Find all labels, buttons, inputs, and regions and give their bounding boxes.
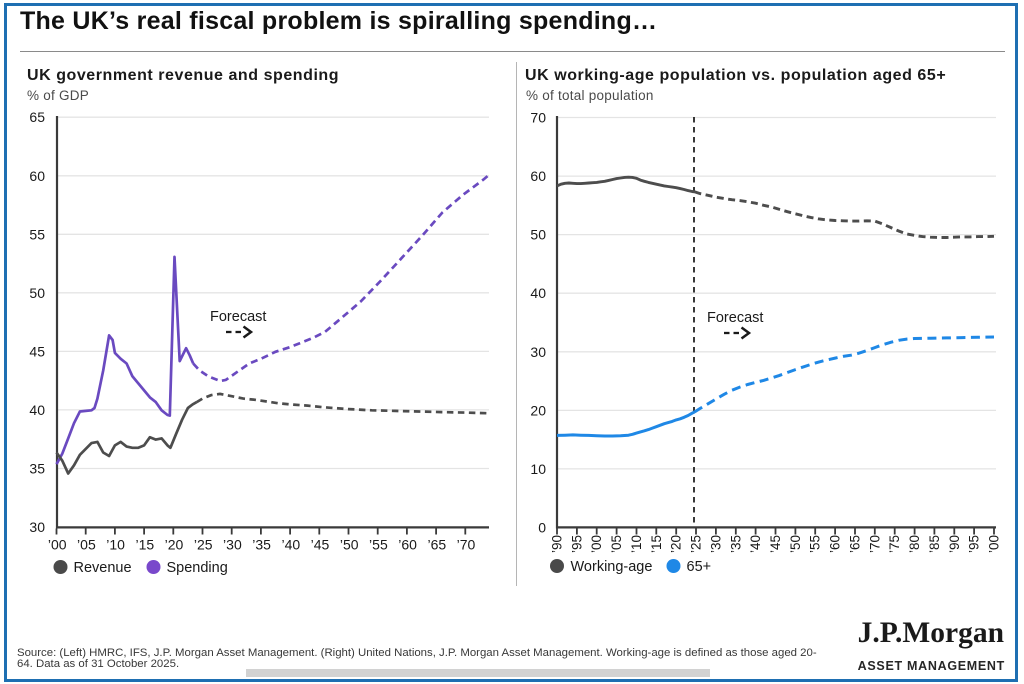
svg-text:’40: ’40: [281, 537, 300, 553]
svg-text:’95: ’95: [569, 535, 584, 553]
svg-text:’25: ’25: [194, 537, 213, 553]
svg-text:’30: ’30: [708, 535, 723, 553]
svg-text:35: 35: [29, 461, 45, 477]
svg-text:’65: ’65: [848, 535, 863, 553]
svg-text:40: 40: [530, 285, 546, 301]
svg-text:’90: ’90: [947, 535, 962, 553]
svg-text:Spending: Spending: [167, 560, 228, 576]
svg-text:50: 50: [530, 227, 546, 243]
svg-text:0: 0: [538, 520, 546, 536]
svg-text:’15: ’15: [135, 537, 154, 553]
svg-text:Revenue: Revenue: [74, 560, 132, 576]
svg-text:’35: ’35: [728, 535, 743, 553]
svg-text:’00: ’00: [589, 535, 604, 553]
svg-text:’95: ’95: [967, 535, 982, 553]
svg-text:60: 60: [530, 168, 546, 184]
svg-text:’05: ’05: [77, 537, 96, 553]
svg-text:’70: ’70: [457, 537, 476, 553]
svg-text:20: 20: [530, 402, 546, 418]
svg-text:’55: ’55: [808, 535, 823, 553]
svg-text:30: 30: [530, 344, 546, 360]
svg-text:’55: ’55: [369, 537, 388, 553]
svg-text:’20: ’20: [669, 535, 684, 553]
svg-text:30: 30: [29, 519, 45, 535]
svg-text:’80: ’80: [907, 535, 922, 553]
svg-text:40: 40: [29, 402, 45, 418]
svg-text:’85: ’85: [927, 535, 942, 553]
svg-text:’70: ’70: [867, 535, 882, 553]
svg-text:’20: ’20: [165, 537, 184, 553]
svg-text:’75: ’75: [887, 535, 902, 553]
svg-text:’00: ’00: [48, 537, 67, 553]
svg-text:’35: ’35: [252, 537, 271, 553]
svg-text:’45: ’45: [311, 537, 330, 553]
svg-text:’45: ’45: [768, 535, 783, 553]
svg-text:55: 55: [29, 226, 45, 242]
svg-text:Working-age: Working-age: [571, 559, 653, 575]
svg-text:’00: ’00: [987, 535, 1002, 553]
svg-text:’10: ’10: [629, 535, 644, 553]
svg-text:65: 65: [29, 109, 45, 125]
svg-text:’50: ’50: [788, 535, 803, 553]
svg-text:’15: ’15: [649, 535, 664, 553]
svg-text:’05: ’05: [609, 535, 624, 553]
svg-text:’10: ’10: [106, 537, 125, 553]
svg-text:’65: ’65: [427, 537, 446, 553]
svg-text:’90: ’90: [550, 535, 565, 553]
svg-text:’30: ’30: [223, 537, 242, 553]
svg-text:10: 10: [530, 461, 546, 477]
svg-text:50: 50: [29, 285, 45, 301]
svg-text:’60: ’60: [828, 535, 843, 553]
svg-text:60: 60: [29, 168, 45, 184]
svg-text:’40: ’40: [748, 535, 763, 553]
svg-text:’25: ’25: [689, 535, 704, 553]
svg-text:’50: ’50: [340, 537, 359, 553]
svg-text:’60: ’60: [398, 537, 417, 553]
svg-text:70: 70: [530, 110, 546, 126]
svg-text:65+: 65+: [687, 559, 712, 575]
svg-text:45: 45: [29, 343, 45, 359]
